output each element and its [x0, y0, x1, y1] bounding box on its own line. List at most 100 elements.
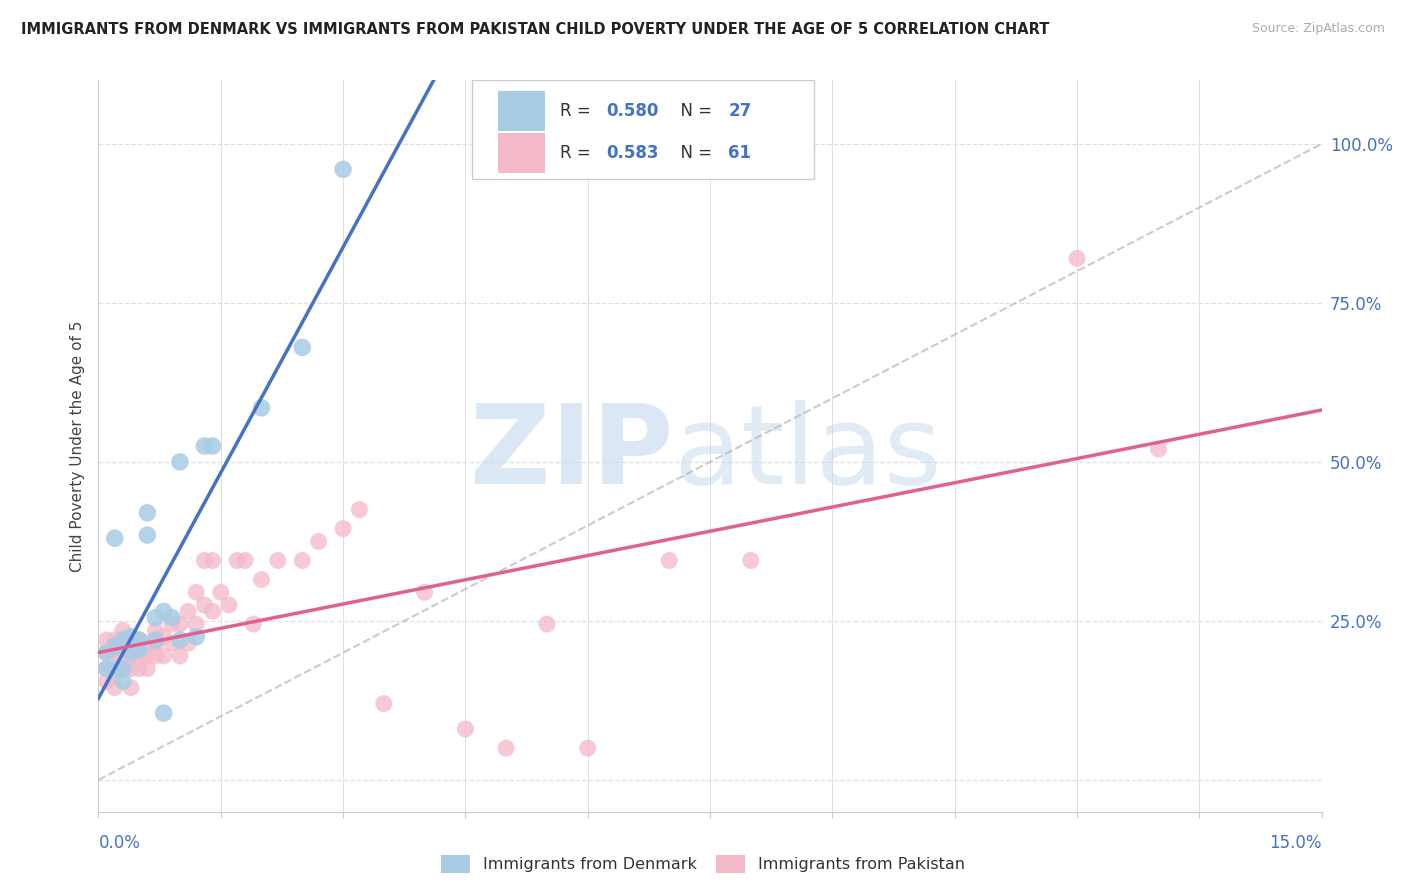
- Point: [658, 553, 681, 567]
- Point: [111, 648, 134, 663]
- Point: [160, 636, 183, 650]
- Point: [111, 662, 134, 676]
- Point: [136, 528, 159, 542]
- Point: [104, 531, 127, 545]
- Point: [96, 674, 118, 689]
- Point: [152, 630, 174, 644]
- Point: [120, 630, 142, 644]
- Point: [201, 604, 224, 618]
- Text: atlas: atlas: [673, 400, 942, 507]
- Point: [111, 674, 134, 689]
- Text: R =: R =: [560, 145, 596, 162]
- Point: [177, 604, 200, 618]
- Point: [111, 624, 134, 638]
- Point: [193, 553, 215, 567]
- Point: [160, 617, 183, 632]
- Point: [218, 598, 240, 612]
- Point: [267, 553, 290, 567]
- Point: [169, 632, 191, 647]
- Point: [96, 646, 118, 660]
- Point: [233, 553, 256, 567]
- Point: [120, 648, 142, 663]
- Point: [96, 662, 118, 676]
- Point: [201, 439, 224, 453]
- Point: [120, 681, 142, 695]
- Point: [152, 706, 174, 720]
- Point: [291, 340, 314, 354]
- Point: [332, 162, 354, 177]
- Y-axis label: Child Poverty Under the Age of 5: Child Poverty Under the Age of 5: [70, 320, 86, 572]
- Point: [201, 553, 224, 567]
- Point: [536, 617, 558, 632]
- Point: [136, 648, 159, 663]
- Point: [145, 611, 167, 625]
- Point: [104, 632, 127, 647]
- Point: [145, 636, 167, 650]
- Point: [413, 585, 436, 599]
- Point: [136, 506, 159, 520]
- Point: [740, 553, 762, 567]
- Point: [111, 632, 134, 647]
- Point: [128, 632, 150, 647]
- Point: [128, 662, 150, 676]
- Point: [104, 668, 127, 682]
- Point: [308, 534, 330, 549]
- Point: [373, 697, 395, 711]
- Point: [209, 585, 232, 599]
- Point: [96, 632, 118, 647]
- Point: [186, 585, 208, 599]
- Point: [152, 604, 174, 618]
- Point: [96, 646, 118, 660]
- Text: R =: R =: [560, 103, 596, 120]
- Point: [291, 553, 314, 567]
- Point: [128, 642, 150, 657]
- Point: [136, 662, 159, 676]
- Point: [145, 632, 167, 647]
- Point: [120, 646, 142, 660]
- Point: [242, 617, 264, 632]
- Point: [576, 741, 599, 756]
- Point: [104, 681, 127, 695]
- Point: [136, 636, 159, 650]
- Point: [177, 636, 200, 650]
- Text: 27: 27: [728, 103, 752, 120]
- Point: [128, 648, 150, 663]
- Point: [250, 573, 273, 587]
- Point: [193, 598, 215, 612]
- Point: [169, 648, 191, 663]
- Point: [104, 646, 127, 660]
- Legend: Immigrants from Denmark, Immigrants from Pakistan: Immigrants from Denmark, Immigrants from…: [434, 848, 972, 880]
- Point: [111, 662, 134, 676]
- Point: [1147, 442, 1170, 457]
- Text: ZIP: ZIP: [470, 400, 673, 507]
- Text: 15.0%: 15.0%: [1270, 834, 1322, 852]
- Point: [152, 648, 174, 663]
- Point: [160, 611, 183, 625]
- Point: [169, 455, 191, 469]
- Point: [104, 662, 127, 676]
- Point: [250, 401, 273, 415]
- Bar: [498, 133, 546, 173]
- Point: [454, 722, 477, 736]
- Point: [495, 741, 517, 756]
- Point: [145, 648, 167, 663]
- Point: [1066, 252, 1088, 266]
- Text: IMMIGRANTS FROM DENMARK VS IMMIGRANTS FROM PAKISTAN CHILD POVERTY UNDER THE AGE : IMMIGRANTS FROM DENMARK VS IMMIGRANTS FR…: [21, 22, 1049, 37]
- Point: [186, 617, 208, 632]
- Bar: [498, 91, 546, 131]
- Point: [332, 522, 354, 536]
- Point: [186, 630, 208, 644]
- Text: N =: N =: [669, 103, 717, 120]
- Text: 0.0%: 0.0%: [98, 834, 141, 852]
- Point: [111, 632, 134, 647]
- Text: 61: 61: [728, 145, 751, 162]
- Point: [128, 632, 150, 647]
- Point: [128, 636, 150, 650]
- Text: N =: N =: [669, 145, 717, 162]
- Point: [169, 617, 191, 632]
- Point: [226, 553, 249, 567]
- Point: [193, 439, 215, 453]
- Point: [145, 624, 167, 638]
- Point: [349, 502, 371, 516]
- Text: 0.583: 0.583: [606, 145, 658, 162]
